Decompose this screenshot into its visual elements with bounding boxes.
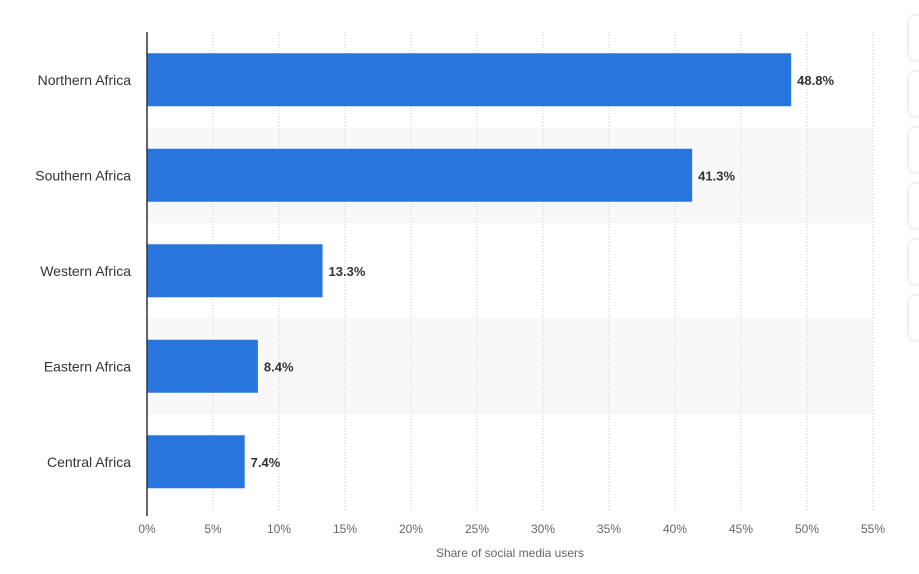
side-tool-button[interactable]: [909, 184, 919, 228]
side-tool-button[interactable]: [909, 296, 919, 340]
x-tick-label: 5%: [204, 522, 222, 536]
x-tick-label: 45%: [729, 522, 753, 536]
side-tool-button[interactable]: [909, 72, 919, 116]
row-band: [147, 318, 873, 414]
data-label: 7.4%: [251, 455, 281, 470]
category-label: Western Africa: [40, 263, 131, 279]
data-label: 41.3%: [698, 168, 735, 183]
x-tick-label: 15%: [333, 522, 357, 536]
x-axis-title: Share of social media users: [436, 546, 584, 560]
x-axis-ticks: 0% 5% 10% 15% 20% 25% 30% 35% 40% 45% 50% 55%: [138, 522, 885, 536]
row-bands: [147, 127, 873, 414]
x-tick-label: 50%: [795, 522, 819, 536]
category-label: Northern Africa: [38, 72, 132, 88]
side-tool-button[interactable]: [909, 240, 919, 284]
x-tick-label: 0%: [138, 522, 156, 536]
bar[interactable]: [147, 244, 323, 298]
x-tick-label: 30%: [531, 522, 555, 536]
x-tick-label: 55%: [861, 522, 885, 536]
value-labels: 48.8% 41.3% 13.3% 8.4% 7.4%: [251, 73, 835, 470]
bar[interactable]: [147, 435, 245, 489]
category-labels: Northern Africa Southern Africa Western Af…: [35, 72, 131, 470]
category-label: Eastern Africa: [44, 358, 131, 374]
data-label: 8.4%: [264, 359, 294, 374]
x-tick-label: 20%: [399, 522, 423, 536]
x-tick-label: 35%: [597, 522, 621, 536]
side-tool-button[interactable]: [909, 16, 919, 60]
data-label: 48.8%: [797, 73, 834, 88]
bar[interactable]: [147, 148, 693, 202]
bar[interactable]: [147, 339, 258, 393]
category-label: Southern Africa: [35, 167, 131, 183]
side-tool-button[interactable]: [909, 128, 919, 172]
bar[interactable]: [147, 53, 792, 107]
data-label: 13.3%: [329, 264, 366, 279]
x-tick-label: 25%: [465, 522, 489, 536]
bars: [147, 53, 792, 489]
x-tick-label: 40%: [663, 522, 687, 536]
category-label: Central Africa: [47, 454, 131, 470]
x-tick-label: 10%: [267, 522, 291, 536]
